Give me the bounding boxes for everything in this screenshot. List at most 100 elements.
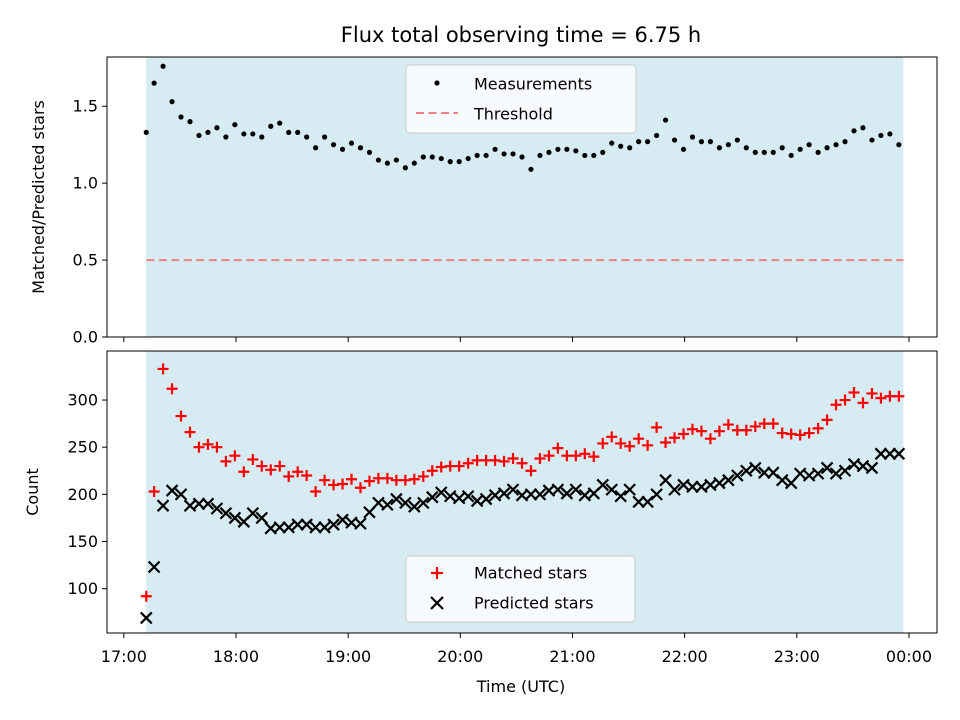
matched-star-point	[220, 455, 232, 467]
x-tick-label: 18:00	[213, 647, 259, 666]
chart-title: Flux total observing time = 6.75 h	[341, 23, 701, 47]
predicted-star-point	[623, 483, 636, 496]
predicted-star-point	[740, 464, 753, 478]
predicted-star-point	[434, 486, 448, 499]
matched-star-point	[767, 418, 779, 430]
bottom-y-tick-label: 250	[67, 438, 98, 457]
matched-star-point	[211, 441, 223, 453]
matched-star-point	[229, 450, 241, 462]
matched-star-point	[660, 436, 672, 448]
matched-star-point	[507, 453, 519, 465]
measurement-point	[286, 129, 292, 135]
predicted-star-point	[892, 447, 906, 461]
predicted-star-point	[614, 489, 627, 503]
measurement-point	[330, 142, 337, 148]
measurement-point	[411, 160, 417, 166]
bottom-y-tick-label: 200	[67, 485, 98, 504]
measurement-point	[483, 152, 489, 159]
matched-star-point	[157, 363, 169, 375]
matched-star-point	[292, 466, 304, 478]
x-tick-label: 19:00	[325, 647, 371, 666]
bottom-y-tick-label: 100	[67, 579, 98, 598]
measurement-point	[653, 132, 660, 139]
predicted-star-point	[686, 480, 699, 494]
matched-star-point	[749, 420, 761, 432]
top-y-tick-label: 0.5	[73, 251, 98, 270]
predicted-star-point	[417, 496, 430, 510]
legend-threshold-label: Threshold	[473, 105, 553, 124]
measurement-point	[743, 145, 749, 151]
matched-star-point	[875, 392, 887, 404]
measurement-point	[429, 154, 435, 160]
matched-star-point	[606, 431, 618, 443]
measurement-point	[232, 122, 238, 128]
measurement-point	[887, 131, 893, 137]
measurement-point	[366, 149, 373, 155]
predicted-star-point	[273, 521, 287, 534]
matched-star-point	[534, 453, 546, 465]
matched-star-point	[588, 451, 600, 463]
predicted-star-point	[246, 506, 260, 520]
matched-star-point	[579, 448, 591, 460]
matched-star-point	[830, 399, 842, 411]
measurement-point	[519, 154, 525, 160]
measurement-point	[187, 119, 193, 125]
measurement-point	[761, 149, 767, 155]
measurement-point	[645, 139, 651, 145]
matched-star-point	[686, 423, 698, 435]
measurement-point	[600, 149, 606, 155]
predicted-star-point	[524, 488, 538, 501]
matched-star-point	[274, 460, 286, 472]
measurement-point	[824, 145, 830, 151]
measurement-point	[143, 129, 149, 135]
matched-star-point	[552, 442, 564, 454]
measurement-point	[474, 152, 480, 159]
predicted-star-point	[650, 488, 663, 501]
matched-star-point	[265, 464, 277, 476]
measurement-point	[537, 152, 543, 159]
matched-star-point	[669, 432, 681, 444]
measurement-point	[304, 134, 310, 140]
measurement-point	[869, 137, 875, 143]
predicted-star-point	[829, 467, 843, 480]
predicted-star-point	[551, 483, 565, 496]
matched-star-point	[857, 397, 869, 409]
measurement-point	[268, 123, 274, 129]
predicted-star-point	[811, 467, 825, 480]
matched-star-point	[597, 437, 609, 449]
matched-star-point	[381, 472, 393, 484]
top-axes-frame	[106, 56, 938, 338]
predicted-star-point	[865, 461, 879, 475]
measurement-point	[797, 146, 803, 152]
measurement-point	[788, 152, 794, 159]
matched-star-point	[821, 414, 833, 426]
predicted-star-point	[632, 495, 645, 509]
matched-star-point	[498, 455, 510, 467]
measurement-point	[169, 99, 175, 105]
measurement-point	[752, 149, 758, 155]
measurement-point	[833, 142, 839, 148]
predicted-star-point	[354, 517, 367, 530]
predicted-star-point	[291, 518, 304, 531]
measurement-point	[716, 145, 723, 151]
x-tick-label: 22:00	[662, 647, 708, 666]
matched-star-point	[462, 457, 474, 469]
bottom-y-tick-label: 150	[67, 532, 98, 551]
measurement-point	[501, 151, 507, 157]
matched-star-point	[247, 453, 259, 465]
predicted-star-point	[390, 492, 403, 506]
measurement-point	[573, 148, 579, 154]
predicted-star-point	[461, 489, 475, 503]
predicted-star-point	[219, 506, 233, 520]
bottom-legend: Matched stars Predicted stars	[405, 555, 636, 623]
legend-measurements-marker	[434, 80, 440, 86]
bottom-x-ticks: 17:00 18:00 19:00 20:00 21:00 22:00 23:00 00:00	[101, 633, 932, 666]
predicted-star-point	[210, 502, 224, 515]
matched-star-point	[408, 473, 420, 485]
measurement-point	[384, 160, 391, 166]
measurement-points	[143, 63, 902, 172]
bottom-y-axis-label: Count	[23, 468, 42, 516]
legend-matched-marker	[431, 567, 443, 579]
matched-star-point	[848, 386, 860, 398]
x-tick-label: 00:00	[886, 647, 932, 666]
